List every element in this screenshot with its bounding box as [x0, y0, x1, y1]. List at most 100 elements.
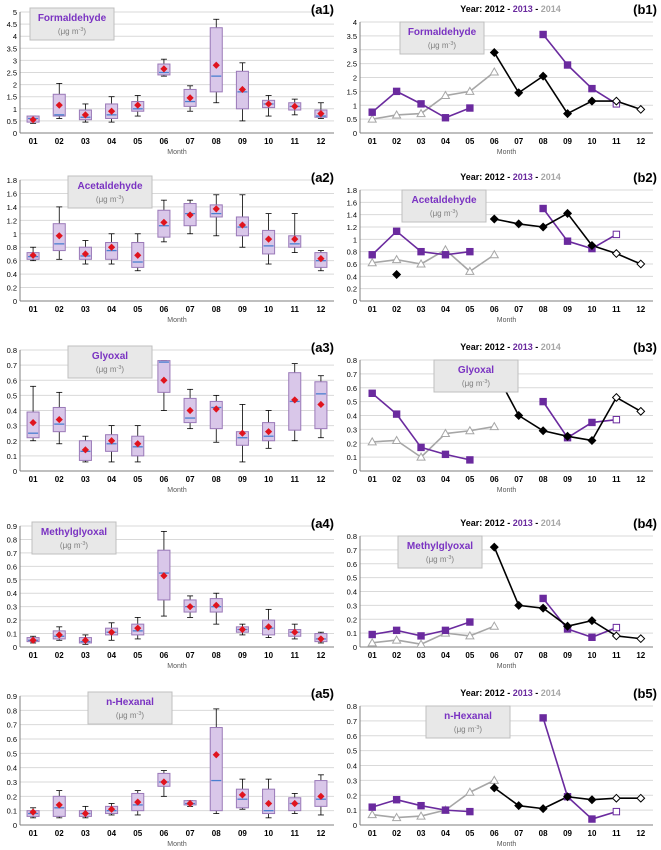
y-tick-label: 1.2	[347, 223, 357, 232]
series-line-2014	[372, 813, 397, 819]
x-axis-title: Month	[167, 149, 187, 156]
point-marker-2013	[612, 807, 621, 816]
y-tick-label: 0.4	[347, 762, 357, 771]
x-tick-label: 10	[264, 305, 273, 314]
point-marker-2014	[367, 809, 378, 819]
x-tick-label: 06	[490, 829, 499, 838]
unit-sup: -3	[475, 725, 480, 731]
point-marker-2012	[514, 219, 524, 229]
point-marker-2013	[466, 807, 474, 816]
mean-marker	[29, 636, 37, 644]
panel-label: (b2)	[633, 170, 657, 185]
x-tick-label: 10	[264, 475, 273, 484]
x-tick-label: 09	[238, 829, 247, 838]
panel-label: (a5)	[311, 686, 334, 701]
year-legend-part: -	[533, 688, 541, 698]
x-tick-label: 06	[490, 305, 499, 314]
x-tick-label: 12	[636, 137, 645, 146]
chart-title: n-Hexanal	[444, 711, 492, 722]
mean-marker	[212, 205, 220, 213]
series-line-2013	[396, 629, 422, 637]
point-marker-2012	[636, 793, 646, 803]
x-tick-label: 03	[81, 829, 90, 838]
y-tick-label: 2	[353, 74, 357, 83]
unit-end: )	[455, 209, 458, 218]
y-tick-label: 0	[13, 129, 17, 138]
panel-label: (a2)	[311, 170, 334, 185]
point-marker-2013	[466, 456, 474, 464]
series-line-2012	[494, 218, 519, 225]
y-tick-label: 0.8	[347, 702, 357, 711]
x-tick-label: 05	[133, 137, 142, 146]
mean-marker	[160, 218, 168, 226]
y-tick-label: 0.5	[347, 747, 357, 756]
y-tick-label: 2.5	[347, 60, 357, 69]
x-tick-label: 11	[291, 305, 300, 314]
series-line-2013	[371, 392, 398, 415]
point-marker-2012	[636, 634, 646, 644]
x-tick-label: 01	[29, 475, 38, 484]
point-marker-2013	[392, 87, 401, 96]
y-tick-label: 0.5	[347, 115, 357, 124]
series-line-2012	[567, 435, 593, 442]
point-marker-2012	[587, 616, 597, 626]
x-tick-label: 05	[465, 475, 474, 484]
year-legend-part: Year:	[460, 518, 485, 528]
chart-title: n-Hexanal	[106, 697, 154, 708]
y-tick-label: 0.3	[347, 776, 357, 785]
x-tick-label: 11	[291, 137, 300, 146]
x-tick-label: 08	[212, 475, 221, 484]
series-line-2013	[420, 804, 446, 811]
y-tick-label: 0.2	[7, 792, 17, 801]
x-tick-label: 06	[159, 651, 168, 660]
chart-title-box	[67, 345, 153, 379]
chart-title: Methylglyoxal	[407, 541, 473, 552]
mean-marker	[160, 65, 168, 73]
point-marker-2013	[368, 630, 376, 639]
x-tick-label: 04	[441, 651, 450, 660]
chart-panel-a2: 0 0.2 0.4 0.6 0.8 1 1.2 1.4 1.6 1.8 01 02 03 04 05 06 07…	[7, 170, 334, 324]
point-marker-2014	[465, 86, 475, 95]
year-legend-part: Year:	[460, 342, 485, 352]
chart-title-box	[425, 705, 511, 739]
unit-main: (μg m	[428, 41, 449, 50]
point-marker-2012	[514, 410, 524, 421]
year-legend-part: 2012	[485, 688, 505, 698]
mean-marker	[107, 107, 116, 115]
x-tick-label: 09	[563, 305, 572, 314]
y-tick-label: 0.8	[347, 248, 357, 257]
x-tick-label: 12	[636, 305, 645, 314]
point-marker-2013	[441, 251, 450, 259]
point-marker-2013	[392, 410, 401, 418]
mean-marker	[186, 94, 194, 102]
y-tick-label: 0	[13, 297, 17, 306]
x-tick-label: 02	[392, 475, 401, 484]
year-legend-part: -	[533, 172, 541, 182]
point-marker-2014	[489, 621, 500, 630]
series-line-2012	[518, 75, 544, 94]
x-tick-label: 07	[514, 651, 523, 660]
point-marker-2014	[416, 258, 426, 268]
y-tick-label: 0.6	[7, 735, 17, 744]
series-line-2012	[591, 619, 617, 637]
x-tick-label: 11	[291, 829, 300, 838]
chart-title-box	[401, 189, 487, 223]
x-tick-label: 10	[588, 305, 597, 314]
x-axis-title: Month	[167, 317, 187, 324]
unit-sup: -3	[483, 379, 488, 385]
chart-title-box	[29, 7, 115, 41]
point-marker-2013	[441, 626, 450, 635]
x-tick-label: 11	[612, 305, 621, 314]
y-tick-label: 1	[13, 230, 17, 239]
panel-label: (b5)	[633, 686, 657, 701]
x-tick-label: 10	[588, 137, 597, 146]
x-tick-label: 11	[612, 829, 621, 838]
series-line-2014	[445, 429, 470, 435]
mean-marker	[107, 243, 116, 251]
series-line-2013	[372, 629, 397, 636]
y-tick-label: 1.2	[7, 216, 17, 225]
y-tick-label: 0.7	[347, 546, 357, 555]
unit-main: (μg m	[426, 555, 447, 564]
series-line-2012	[518, 804, 544, 810]
series-line-2014	[445, 632, 470, 637]
